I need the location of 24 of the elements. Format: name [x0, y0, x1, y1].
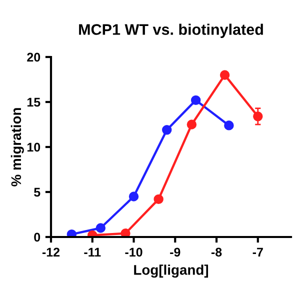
point: [224, 120, 234, 130]
point: [190, 95, 201, 106]
y-tick-label: 0: [34, 232, 40, 242]
point: [120, 228, 130, 237]
x-tick-label: -7: [252, 248, 263, 256]
x-tick-label: -9: [170, 248, 180, 257]
x-axis-title: Log[ligand]: [134, 264, 208, 278]
y-tick-label: 20: [27, 52, 40, 62]
point: [128, 192, 139, 202]
y-tick-label: 15: [27, 98, 40, 107]
point: [162, 125, 172, 135]
point: [220, 70, 230, 80]
point: [154, 194, 164, 204]
y-tick-label: 5: [34, 188, 40, 197]
point: [96, 223, 106, 233]
x-tick-label: -10: [125, 248, 142, 257]
y-axis-title: % migration: [10, 108, 24, 186]
x-tick-label: -11: [84, 248, 101, 256]
chart-title: MCP1 WT vs. biotinylated: [79, 24, 263, 38]
point: [66, 229, 77, 237]
y-tick-label: 10: [27, 142, 40, 152]
x-tick-label: -8: [211, 248, 222, 257]
point: [186, 120, 197, 130]
x-tick-label: -12: [42, 248, 60, 256]
